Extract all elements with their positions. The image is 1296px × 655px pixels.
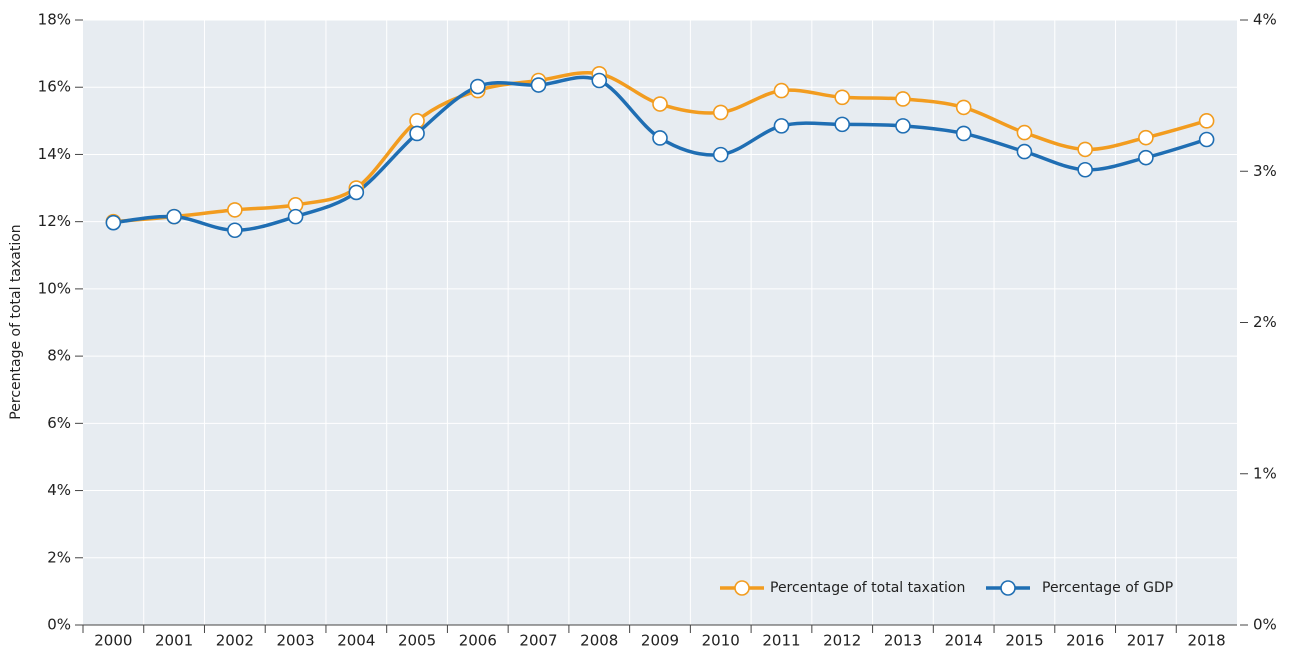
- x-tick-label: 2012: [823, 632, 861, 650]
- marker: [895, 91, 911, 107]
- marker: [1077, 161, 1093, 178]
- marker: [955, 99, 972, 116]
- legend-label: Percentage of GDP: [1042, 580, 1173, 596]
- marker: [591, 72, 608, 89]
- marker: [227, 222, 243, 239]
- marker: [166, 208, 182, 225]
- marker: [1016, 143, 1033, 160]
- marker: [105, 214, 122, 231]
- x-tick-label: 2014: [945, 632, 983, 650]
- y-tick-label: 2%: [47, 548, 71, 566]
- marker: [469, 78, 486, 95]
- y2-tick-label: 4%: [1253, 11, 1277, 29]
- legend-marker: [734, 580, 750, 596]
- x-tick-label: 2016: [1066, 632, 1104, 650]
- marker: [712, 146, 729, 163]
- y-tick-label: 16%: [38, 78, 71, 96]
- marker: [773, 82, 790, 99]
- y-tick-label: 4%: [47, 481, 71, 499]
- plot-area: [83, 20, 1237, 625]
- marker: [1138, 149, 1154, 166]
- x-tick-label: 2000: [94, 632, 132, 650]
- marker: [1198, 113, 1215, 129]
- marker: [955, 125, 972, 142]
- marker: [712, 104, 729, 121]
- x-tick-label: 2009: [641, 632, 679, 650]
- x-tick-label: 2017: [1127, 632, 1165, 650]
- y-tick-label: 12%: [38, 212, 71, 230]
- marker: [1138, 129, 1154, 146]
- marker: [834, 89, 851, 106]
- x-tick-label: 2004: [337, 632, 375, 650]
- x-tick-label: 2010: [702, 632, 740, 650]
- marker: [895, 118, 911, 134]
- y2-tick-label: 3%: [1253, 162, 1277, 180]
- y2-tick-label: 1%: [1253, 464, 1277, 482]
- marker: [1198, 131, 1215, 148]
- legend-label: Percentage of total taxation: [770, 580, 965, 596]
- marker: [348, 184, 365, 201]
- marker: [652, 96, 668, 112]
- y-tick-label: 0%: [47, 616, 71, 634]
- x-tick-label: 2005: [398, 632, 436, 650]
- y-tick-label: 14%: [38, 145, 71, 163]
- marker: [227, 202, 243, 218]
- x-tick-label: 2007: [519, 632, 557, 650]
- y-tick-label: 8%: [47, 347, 71, 365]
- y-tick-label: 6%: [47, 414, 71, 432]
- x-tick-label: 2002: [216, 632, 254, 650]
- x-tick-label: 2011: [762, 632, 800, 650]
- x-tick-label: 2015: [1005, 632, 1043, 650]
- x-tick-label: 2003: [276, 632, 314, 650]
- x-tick-label: 2008: [580, 632, 618, 650]
- marker: [1016, 124, 1033, 141]
- y-axis-label: Percentage of total taxation: [8, 224, 24, 419]
- x-tick-label: 2001: [155, 632, 193, 650]
- marker: [834, 116, 851, 133]
- marker: [1077, 141, 1093, 158]
- y2-tick-label: 0%: [1253, 616, 1277, 634]
- marker: [773, 118, 790, 134]
- marker: [409, 125, 425, 142]
- marker: [652, 130, 668, 146]
- x-tick-label: 2018: [1188, 632, 1226, 650]
- marker: [530, 77, 547, 93]
- legend-marker: [1000, 580, 1016, 596]
- x-tick-label: 2013: [884, 632, 922, 650]
- x-tick-label: 2006: [459, 632, 497, 650]
- y-tick-label: 18%: [38, 11, 71, 29]
- y-tick-label: 10%: [38, 279, 71, 297]
- marker: [287, 208, 304, 225]
- y2-tick-label: 2%: [1253, 313, 1277, 331]
